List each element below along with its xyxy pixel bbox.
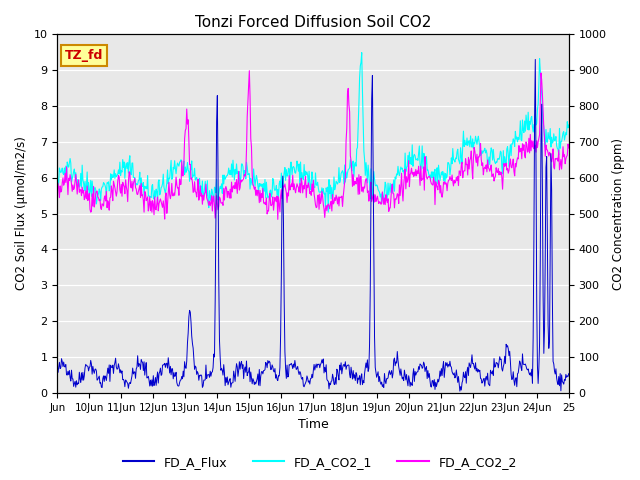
Line: FD_A_Flux: FD_A_Flux [57, 60, 569, 391]
FD_A_Flux [115, 365, 123, 371]
Title: Tonzi Forced Diffusion Soil CO2: Tonzi Forced Diffusion Soil CO2 [195, 15, 431, 30]
FD_A_CO2_2 [246, 68, 253, 73]
FD_A_CO2_1 [53, 170, 61, 176]
FD_A_CO2_2 [565, 145, 573, 151]
Y-axis label: CO2 Soil Flux (μmol/m2/s): CO2 Soil Flux (μmol/m2/s) [15, 137, 28, 290]
FD_A_CO2_2 [63, 164, 70, 170]
FD_A_CO2_1 [195, 183, 202, 189]
FD_A_CO2_2 [53, 184, 61, 190]
FD_A_CO2_2 [195, 176, 202, 182]
Line: FD_A_CO2_1: FD_A_CO2_1 [57, 53, 569, 212]
FD_A_CO2_1 [391, 174, 399, 180]
Legend: FD_A_Flux, FD_A_CO2_1, FD_A_CO2_2: FD_A_Flux, FD_A_CO2_1, FD_A_CO2_2 [118, 451, 522, 474]
FD_A_CO2_1 [565, 122, 573, 128]
FD_A_CO2_1 [324, 209, 332, 215]
FD_A_Flux [565, 371, 573, 376]
FD_A_Flux [531, 57, 539, 62]
Line: FD_A_CO2_2: FD_A_CO2_2 [57, 71, 569, 219]
FD_A_Flux [167, 372, 175, 378]
FD_A_CO2_1 [63, 177, 70, 182]
FD_A_CO2_2 [391, 196, 399, 202]
FD_A_CO2_1 [115, 171, 123, 177]
Text: TZ_fd: TZ_fd [65, 49, 103, 62]
FD_A_Flux [53, 368, 61, 374]
FD_A_CO2_2 [167, 192, 175, 197]
Y-axis label: CO2 Concentration (ppm): CO2 Concentration (ppm) [612, 138, 625, 289]
FD_A_Flux [390, 357, 397, 363]
FD_A_CO2_1 [167, 157, 175, 163]
FD_A_CO2_2 [274, 216, 282, 222]
FD_A_Flux [456, 388, 464, 394]
FD_A_CO2_2 [376, 199, 384, 205]
FD_A_CO2_2 [115, 174, 123, 180]
FD_A_Flux [63, 372, 70, 378]
FD_A_CO2_1 [358, 50, 365, 56]
X-axis label: Time: Time [298, 419, 328, 432]
FD_A_Flux [375, 379, 383, 384]
FD_A_CO2_1 [376, 194, 384, 200]
FD_A_Flux [195, 371, 202, 376]
